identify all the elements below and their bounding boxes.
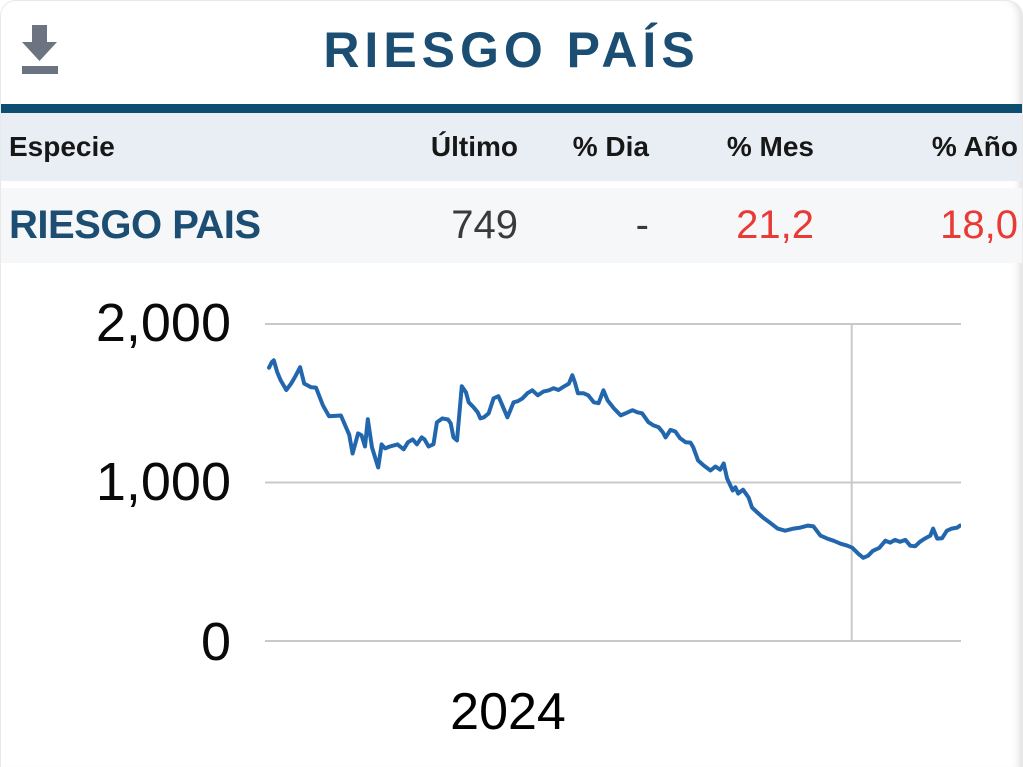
col-header-ano: % Año [931, 131, 1018, 162]
download-button[interactable] [21, 25, 59, 75]
y-axis-tick-1000: 1,000 [95, 452, 231, 512]
x-axis-tick-2024: 2024 [450, 683, 566, 741]
table-header-row: Especie Último % Dia % Mes % Año [1, 113, 1022, 181]
riesgo-pais-line-chart [265, 323, 962, 642]
col-header-dia: % Dia [572, 131, 649, 162]
table-row[interactable]: RIESGO PAIS 749 - 21,2 18,0 [1, 188, 1022, 263]
cell-mes: 21,2 [736, 203, 814, 247]
col-header-mes: % Mes [726, 131, 814, 162]
y-axis-tick-0: 0 [200, 612, 231, 672]
y-axis-tick-2000: 2,000 [95, 293, 231, 353]
cell-dia: - [635, 203, 649, 247]
cell-ultimo: 749 [451, 203, 518, 247]
cell-ano: 18,0 [940, 203, 1018, 247]
page-title: RIESGO PAÍS [323, 21, 700, 78]
col-header-especie: Especie [9, 131, 115, 162]
header-divider-bar [1, 104, 1022, 113]
col-header-ultimo: Último [430, 131, 518, 162]
download-icon [22, 25, 58, 74]
cell-especie[interactable]: RIESGO PAIS [9, 203, 261, 247]
chart-plot-area [265, 323, 962, 642]
